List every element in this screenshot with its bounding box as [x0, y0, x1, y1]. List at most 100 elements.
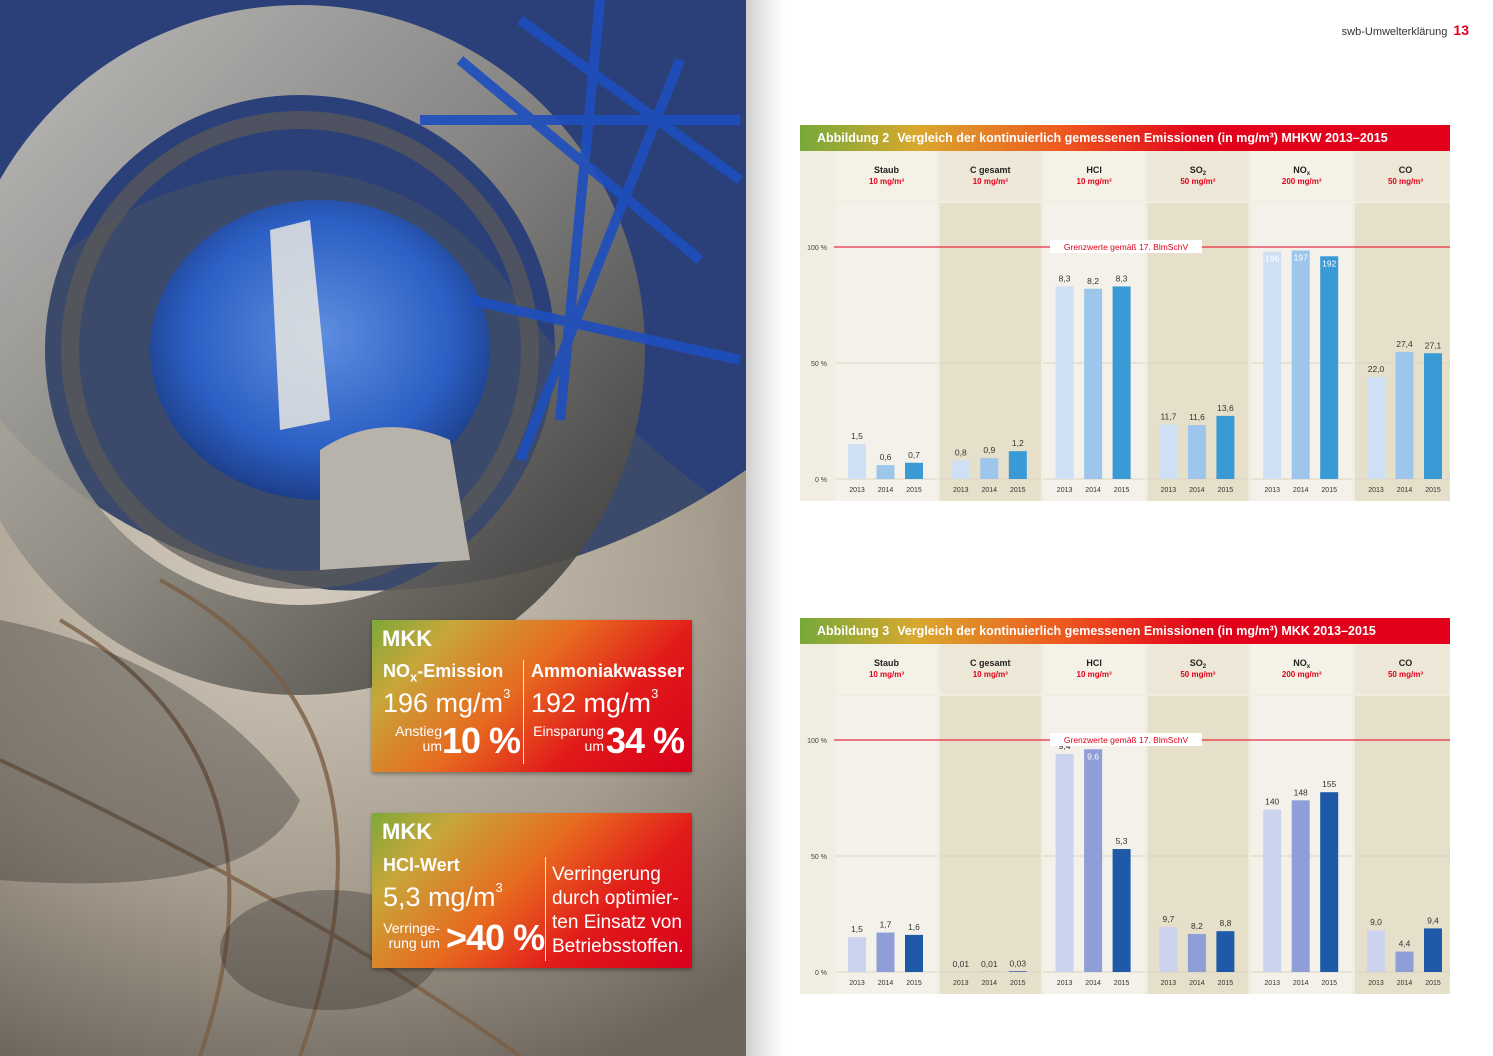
x-tick-label: 2015 — [1114, 980, 1130, 987]
group-plot-bg — [939, 696, 1041, 994]
x-tick-label: 2013 — [953, 487, 969, 494]
group-header-bg — [1043, 644, 1145, 694]
data-label: 1,6 — [908, 922, 920, 932]
limit-label: Grenzwerte gemäß 17. BlmSchV — [1064, 242, 1189, 252]
infobox-divider — [523, 660, 524, 764]
ammonia-label: Ammoniakwasser — [531, 661, 685, 681]
group-header-bg — [836, 151, 937, 201]
data-label: 9,4 — [1427, 915, 1439, 925]
group-name: NOx — [1293, 165, 1311, 177]
x-tick-label: 2014 — [982, 980, 998, 987]
infobox-divider — [545, 857, 546, 961]
x-tick-label: 2013 — [1368, 980, 1384, 987]
infobox-hcl: MKK HCl-Wert 5,3 mg/m3 Verringe- rung um… — [372, 813, 692, 968]
x-tick-label: 2014 — [1085, 980, 1101, 987]
group-limit: 50 mg/m³ — [1388, 670, 1423, 679]
publication-title: swb-Umwelterklärung — [1341, 26, 1448, 38]
bar — [876, 465, 895, 479]
x-tick-label: 2015 — [906, 487, 922, 494]
x-tick-label: 2015 — [1425, 487, 1441, 494]
group-header-bg — [1147, 644, 1249, 694]
bar — [1320, 792, 1339, 972]
group-name: Staub — [874, 658, 900, 668]
group-name-subscript: 2 — [1203, 171, 1207, 177]
bar — [1216, 931, 1235, 972]
bar — [1424, 928, 1442, 972]
figure-title: Vergleich der kontinuierlich gemessenen … — [897, 624, 1376, 638]
data-label: 1,5 — [851, 431, 863, 441]
group-name: SO2 — [1190, 165, 1207, 177]
bar — [1291, 800, 1310, 972]
bar — [980, 458, 999, 479]
hcl-change-percent: >40 % — [446, 917, 545, 958]
nox-emission-label: NOx-Emission — [383, 661, 504, 685]
bar — [905, 462, 923, 479]
bar — [1367, 376, 1385, 479]
limit-label: Grenzwerte gemäß 17. BlmSchV — [1064, 735, 1189, 745]
x-tick-label: 2014 — [982, 487, 998, 494]
bar — [1084, 749, 1103, 972]
bar — [1159, 926, 1178, 972]
data-label: 22,0 — [1368, 364, 1385, 374]
running-head: swb-Umwelterklärung 13 — [1342, 22, 1469, 38]
y-tick-label: 0 % — [815, 477, 827, 484]
group-name: CO — [1399, 658, 1413, 668]
x-tick-label: 2013 — [1264, 487, 1280, 494]
group-limit: 50 mg/m³ — [1180, 670, 1215, 679]
group-limit: 10 mg/m³ — [973, 177, 1008, 186]
infobox-header: MKK — [382, 626, 433, 651]
x-tick-label: 2013 — [849, 487, 865, 494]
data-label: 0,8 — [955, 447, 967, 457]
data-label: 1,5 — [851, 924, 863, 934]
bar-chart: 100 % 50 % 0 % Staub 10 mg/m³ 1,5 2013 1,7 2014 1… — [807, 644, 1450, 994]
data-label: 192 — [1322, 258, 1336, 268]
data-label: 196 — [1265, 254, 1279, 264]
data-label: 9,0 — [1370, 917, 1382, 927]
group-header-bg — [836, 644, 937, 694]
bar — [1216, 415, 1235, 479]
figure-number: Abbildung 3 — [817, 624, 890, 638]
group-name: C gesamt — [970, 658, 1011, 668]
x-tick-label: 2014 — [1397, 980, 1413, 987]
x-tick-label: 2014 — [1085, 487, 1101, 494]
data-label: 27,4 — [1396, 339, 1413, 349]
y-tick-label: 0 % — [815, 970, 827, 977]
hcl-change-caption: Verringe- rung um — [383, 920, 440, 951]
data-label: 155 — [1322, 779, 1336, 789]
data-label: 0,03 — [1010, 958, 1027, 968]
group-limit: 50 mg/m³ — [1388, 177, 1423, 186]
bar — [1263, 809, 1282, 972]
group-name-subscript: 2 — [1203, 664, 1207, 670]
bar — [1055, 753, 1074, 972]
bar — [876, 932, 895, 972]
data-label: 8,3 — [1116, 273, 1128, 283]
x-tick-label: 2014 — [1293, 980, 1309, 987]
data-label: 1,7 — [880, 920, 892, 930]
figure-title: Vergleich der kontinuierlich gemessenen … — [897, 131, 1388, 145]
bar — [1395, 351, 1414, 479]
x-tick-label: 2015 — [1321, 980, 1337, 987]
nox-emission-value: 196 mg/m3 — [383, 686, 511, 718]
x-tick-label: 2013 — [849, 980, 865, 987]
limit-label-bg — [1050, 733, 1202, 746]
bar-chart: 100 % 50 % 0 % Staub 10 mg/m³ 1,5 2013 0,6 2014 0… — [807, 151, 1450, 501]
nox-change-caption: Anstieg um — [395, 723, 442, 754]
group-name: SO2 — [1190, 658, 1207, 670]
bar — [1008, 451, 1027, 479]
group-name-subscript: x — [1307, 171, 1311, 177]
y-tick-label: 50 % — [811, 361, 827, 368]
x-tick-label: 2013 — [1264, 980, 1280, 987]
page-number: 13 — [1453, 22, 1469, 38]
data-label: 27,1 — [1425, 340, 1442, 350]
group-limit: 10 mg/m³ — [1077, 177, 1112, 186]
data-label: 9,6 — [1087, 751, 1099, 761]
infobox-header: MKK — [382, 819, 433, 844]
bar — [1395, 951, 1414, 972]
bar — [1084, 288, 1103, 479]
chart-area: 100 % 50 % 0 % Staub 10 mg/m³ 1,5 2013 1,7 2014 1… — [800, 644, 1450, 994]
x-tick-label: 2014 — [1189, 487, 1205, 494]
group-header-bg — [1355, 644, 1450, 694]
ammonia-value: 192 mg/m3 — [531, 686, 659, 718]
group-name: CO — [1399, 165, 1413, 175]
data-label: 0,7 — [908, 450, 920, 460]
